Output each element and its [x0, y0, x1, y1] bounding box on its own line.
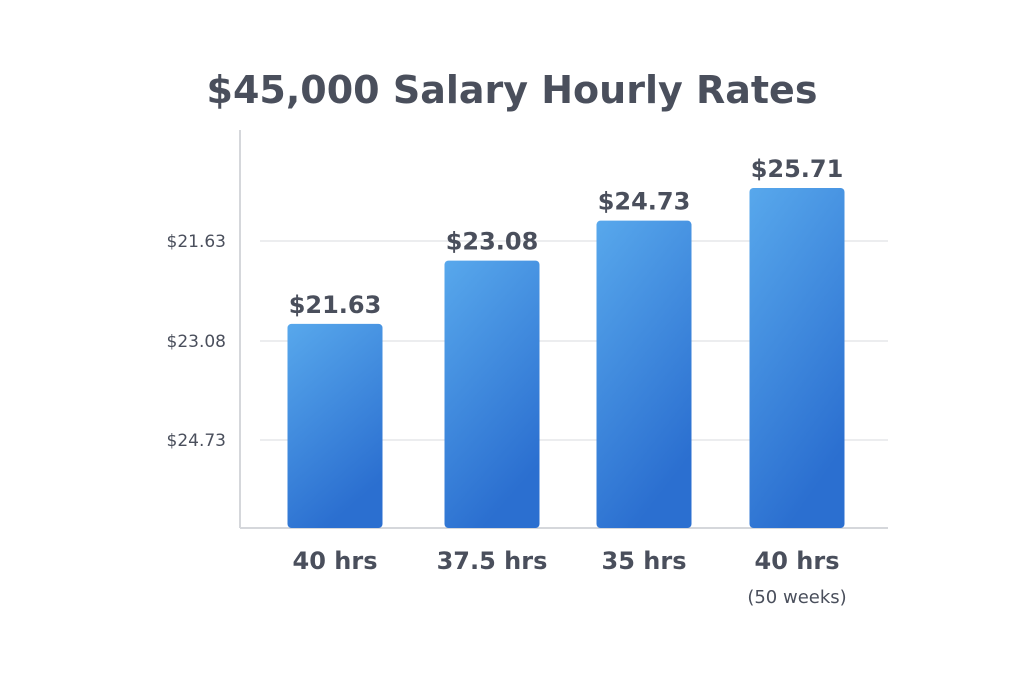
chart-title: $45,000 Salary Hourly Rates	[206, 68, 818, 112]
y-tick-label: $21.63	[167, 232, 226, 252]
bar	[596, 220, 692, 529]
data-label: $23.08	[446, 228, 539, 256]
x-tick-label: 40 hrs	[755, 547, 840, 575]
data-label: $21.63	[289, 291, 382, 319]
data-label: $24.73	[598, 188, 691, 216]
x-tick-label: 40 hrs	[293, 547, 378, 575]
x-tick-label: 35 hrs	[602, 547, 687, 575]
x-tick-sublabel: (50 weeks)	[747, 587, 846, 608]
data-label: $25.71	[751, 155, 844, 183]
bar	[444, 260, 540, 528]
bar	[749, 188, 845, 528]
y-tick-label: $23.08	[167, 332, 226, 352]
x-tick-label: 37.5 hrs	[437, 547, 548, 575]
y-tick-label: $24.73	[167, 431, 226, 451]
bar	[287, 323, 383, 528]
